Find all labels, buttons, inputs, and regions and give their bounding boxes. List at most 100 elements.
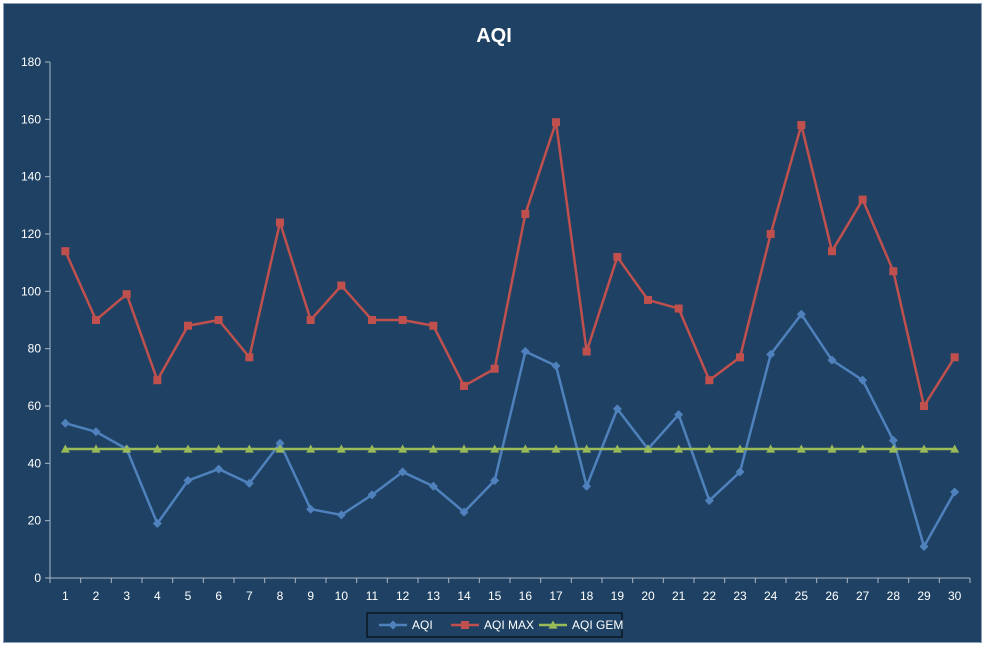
data-point-aqi-gem xyxy=(888,444,898,453)
data-point-aqi-gem xyxy=(919,444,929,453)
data-point-aqi xyxy=(888,435,898,445)
x-tick-label: 25 xyxy=(795,589,809,603)
data-point-aqi-max xyxy=(398,316,407,324)
data-point-aqi-max xyxy=(337,281,346,290)
x-tick-label: 16 xyxy=(519,589,533,603)
data-point-aqi-max xyxy=(245,353,254,362)
data-point-aqi-gem xyxy=(91,444,101,453)
y-tick-label: 20 xyxy=(28,514,42,528)
data-point-aqi xyxy=(827,355,837,365)
data-point-aqi-gem xyxy=(827,444,837,453)
x-tick-label: 30 xyxy=(948,589,962,603)
data-point-aqi-max xyxy=(460,381,468,390)
chart-title: AQI xyxy=(476,25,512,47)
x-tick-label: 22 xyxy=(703,589,717,603)
x-tick-label: 6 xyxy=(215,589,222,603)
data-point-aqi xyxy=(490,476,500,486)
x-tick-label: 1 xyxy=(62,589,69,603)
data-point-aqi-gem xyxy=(490,444,500,453)
data-point-aqi-max xyxy=(429,321,438,330)
data-point-aqi-gem xyxy=(122,444,132,453)
data-point-aqi xyxy=(244,478,254,488)
series-aqi-max xyxy=(61,118,959,410)
data-point-aqi-gem xyxy=(60,444,70,453)
data-point-aqi xyxy=(735,467,745,477)
x-tick-label: 12 xyxy=(396,589,410,603)
x-tick-label: 14 xyxy=(457,589,471,603)
series-aqi-gem xyxy=(60,444,960,453)
data-point-aqi-gem xyxy=(704,444,714,453)
legend-label-aqi-gem: AQI GEM xyxy=(572,618,623,632)
data-point-aqi-gem xyxy=(275,444,285,453)
data-point-aqi-max xyxy=(368,316,376,324)
legend-marker-aqi xyxy=(388,620,398,630)
data-point-aqi-gem xyxy=(244,444,254,453)
data-point-aqi-gem xyxy=(674,444,684,453)
data-point-aqi-gem xyxy=(582,444,592,453)
data-point-aqi-max xyxy=(950,353,959,362)
data-point-aqi xyxy=(91,427,101,437)
data-point-aqi-gem xyxy=(398,444,408,453)
y-tick-label: 120 xyxy=(21,227,41,241)
data-point-aqi-max xyxy=(705,376,714,385)
x-tick-label: 29 xyxy=(917,589,931,603)
data-point-aqi-gem xyxy=(428,444,438,453)
data-point-aqi xyxy=(674,410,684,420)
data-point-aqi xyxy=(950,487,960,497)
x-tick-label: 18 xyxy=(580,589,594,603)
data-point-aqi-gem xyxy=(520,444,530,453)
x-tick-label: 27 xyxy=(856,589,870,603)
data-point-aqi-gem xyxy=(766,444,776,453)
data-point-aqi-gem xyxy=(459,444,469,453)
data-point-aqi-max xyxy=(184,321,192,330)
x-tick-label: 4 xyxy=(154,589,161,603)
data-point-aqi xyxy=(551,361,561,371)
data-point-aqi-max xyxy=(674,304,683,313)
data-point-aqi-max xyxy=(920,402,928,410)
data-point-aqi-gem xyxy=(796,444,806,453)
x-tick-label: 7 xyxy=(246,589,253,603)
legend-marker-aqi-max xyxy=(461,621,469,629)
data-point-aqi-gem xyxy=(551,444,561,453)
x-tick-label: 24 xyxy=(764,589,778,603)
data-point-aqi-gem xyxy=(367,444,377,453)
data-point-aqi-gem xyxy=(152,444,162,453)
data-point-aqi xyxy=(60,418,70,428)
series-line-aqi xyxy=(64,313,956,548)
x-tick-label: 2 xyxy=(93,589,100,603)
x-tick-label: 13 xyxy=(427,589,441,603)
series-line-aqi-max xyxy=(64,120,956,408)
data-point-aqi-max xyxy=(797,121,806,130)
data-point-aqi-max xyxy=(122,290,131,299)
x-tick-label: 10 xyxy=(335,589,349,603)
x-tick-label: 3 xyxy=(123,589,130,603)
data-point-aqi-max xyxy=(521,209,530,218)
data-point-aqi xyxy=(183,476,193,486)
data-point-aqi-max xyxy=(613,252,622,261)
data-point-aqi-max xyxy=(828,247,836,256)
x-tick-label: 20 xyxy=(641,589,655,603)
data-point-aqi xyxy=(398,467,408,477)
x-tick-label: 17 xyxy=(549,589,563,603)
data-point-aqi-max xyxy=(92,316,100,324)
legend-box xyxy=(366,612,623,638)
x-tick-label: 28 xyxy=(887,589,901,603)
data-point-aqi-max xyxy=(61,247,70,256)
y-tick-label: 40 xyxy=(28,456,42,470)
y-tick-label: 80 xyxy=(28,342,42,356)
legend-label-aqi-max: AQI MAX xyxy=(484,618,534,632)
data-point-aqi-max xyxy=(736,353,744,362)
data-point-aqi xyxy=(428,481,438,491)
data-point-aqi-gem xyxy=(735,444,745,453)
data-point-aqi xyxy=(459,507,469,517)
data-point-aqi-gem xyxy=(643,444,653,453)
y-tick-label: 180 xyxy=(21,55,41,69)
legend: AQI AQI MAX AQI GEM xyxy=(366,612,623,638)
data-point-aqi xyxy=(766,349,776,359)
x-tick-label: 21 xyxy=(672,589,686,603)
y-tick-label: 100 xyxy=(21,284,41,298)
data-point-aqi-gem xyxy=(306,444,316,453)
legend-marker-aqi-gem xyxy=(548,620,558,629)
